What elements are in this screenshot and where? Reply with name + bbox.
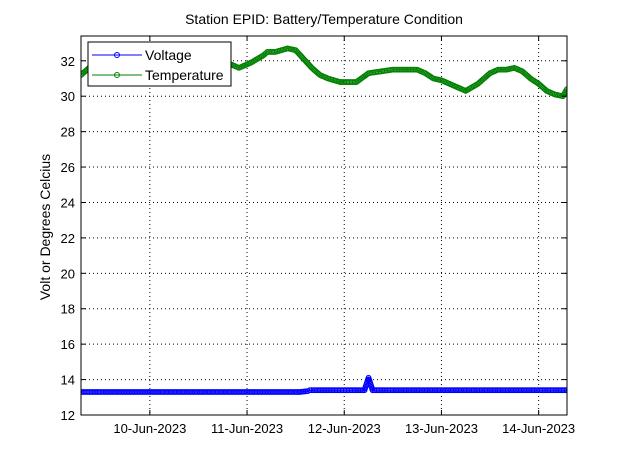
- legend-marker-temperature: [114, 72, 120, 78]
- y-tick-label: 28: [61, 125, 75, 140]
- y-tick-label: 24: [61, 195, 75, 210]
- legend-box: [87, 41, 232, 87]
- x-tick-label: 10-Jun-2023: [113, 421, 186, 436]
- y-tick-label: 22: [61, 231, 75, 246]
- data-point-temperature: [562, 89, 567, 95]
- plot-frame: [80, 35, 568, 416]
- y-axis-label: Volt or Degrees Celcius: [37, 154, 53, 300]
- x-tick-label: 13-Jun-2023: [405, 421, 478, 436]
- y-tick-label: 18: [61, 302, 75, 317]
- legend-label-voltage: Voltage: [145, 47, 192, 63]
- ticks: 12 14 16 18 20 22 24 26 28 30 32 10-Jun-2023 11-Jun-…: [61, 36, 575, 436]
- y-tick-label: 26: [61, 160, 75, 175]
- y-tick-label: 14: [61, 373, 75, 388]
- y-tick-label: 32: [61, 54, 75, 69]
- series-voltage: [81, 374, 567, 395]
- y-tick-label: 20: [61, 266, 75, 281]
- legend: Voltage Temperature: [87, 41, 232, 87]
- plot-area: [81, 36, 567, 415]
- x-tick-label: 12-Jun-2023: [308, 421, 381, 436]
- x-tick-label: 14-Jun-2023: [502, 421, 575, 436]
- y-tick-label: 30: [61, 89, 75, 104]
- chart-title: Station EPID: Battery/Temperature Condit…: [185, 11, 463, 27]
- legend-label-temperature: Temperature: [145, 67, 224, 83]
- legend-marker-voltage: [114, 52, 120, 58]
- y-tick-label: 12: [61, 408, 75, 423]
- data-point-temperature: [563, 87, 567, 94]
- x-tick-label: 11-Jun-2023: [211, 421, 283, 436]
- y-tick-label: 16: [61, 337, 75, 352]
